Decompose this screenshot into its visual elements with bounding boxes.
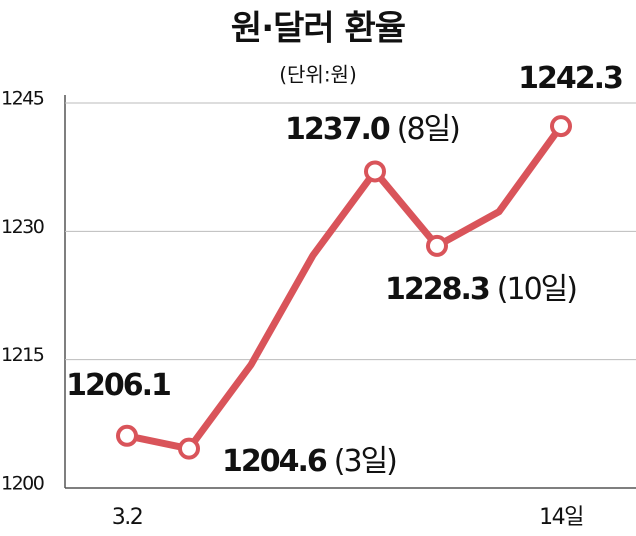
chart-subtitle: (단위:원) xyxy=(279,63,357,87)
y-tick-label: 1245 xyxy=(1,88,44,110)
data-label-value: 1228.3 xyxy=(385,272,489,307)
data-label: 1228.3 (10일) xyxy=(385,272,576,307)
data-label-note: (8일) xyxy=(397,112,459,147)
marker xyxy=(364,160,386,183)
marker xyxy=(550,115,572,138)
x-tick-label: 14일 xyxy=(539,505,583,530)
marker xyxy=(116,424,138,447)
marker xyxy=(178,437,200,460)
line xyxy=(123,122,565,453)
chart-title: 원·달러 환율 xyxy=(231,9,406,49)
data-label-value: 1242.3 xyxy=(518,61,622,96)
data-label-value: 1204.6 xyxy=(222,444,327,479)
marker xyxy=(426,234,448,257)
data-label-value: 1206.1 xyxy=(66,368,170,403)
data-label-value: 1237.0 xyxy=(285,112,390,147)
y-tick-label: 1200 xyxy=(1,473,44,495)
y-tick-label: 1230 xyxy=(1,216,44,238)
data-label: 1237.0 (8일) xyxy=(285,112,459,147)
data-label: 1242.3 xyxy=(518,61,622,96)
data-label: 1204.6 (3일) xyxy=(222,444,396,479)
data-label: 1206.1 xyxy=(66,368,170,403)
data-label-note: (10일) xyxy=(497,272,576,307)
data-label-note: (3일) xyxy=(334,444,396,479)
x-tick-label: 3.2 xyxy=(112,505,143,530)
y-tick-label: 1215 xyxy=(1,344,44,366)
